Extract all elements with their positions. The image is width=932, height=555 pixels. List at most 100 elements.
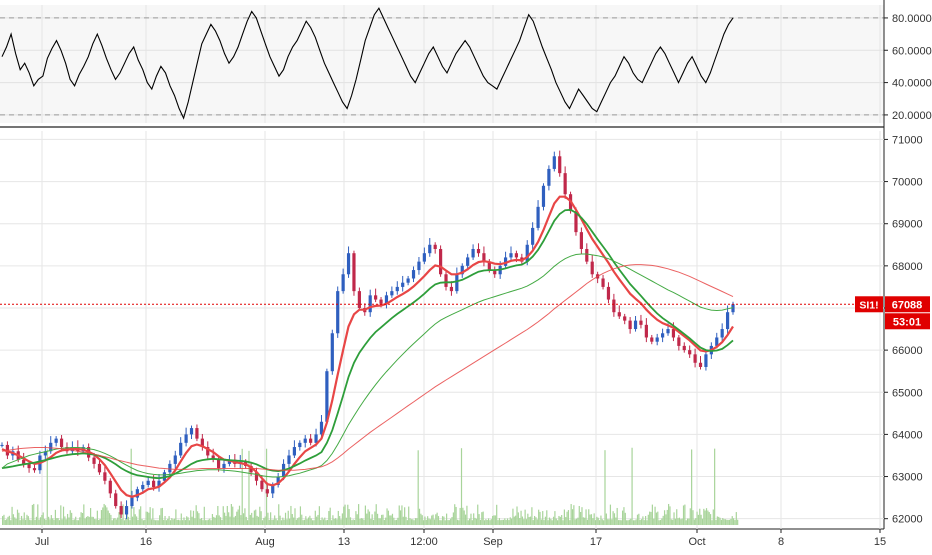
- volume-bar: [390, 515, 392, 525]
- volume-bar: [712, 509, 714, 525]
- volume-bar: [146, 511, 149, 525]
- candle-body: [92, 457, 96, 464]
- volume-bar: [242, 513, 245, 525]
- volume-bar: [719, 517, 721, 525]
- volume-bar: [49, 519, 51, 525]
- volume-bar: [110, 514, 112, 525]
- volume-bar: [524, 509, 526, 525]
- volume-bar: [632, 520, 635, 525]
- volume-bar: [505, 520, 507, 525]
- volume-bar: [444, 520, 446, 525]
- volume-bar: [519, 518, 521, 525]
- candle-body: [509, 253, 513, 258]
- volume-bar: [358, 504, 360, 525]
- volume-bar: [329, 507, 331, 525]
- volume-bar: [122, 504, 124, 525]
- volume-bar: [431, 515, 433, 525]
- candle-body: [422, 253, 426, 262]
- volume-bar: [140, 506, 142, 525]
- volume-bar: [113, 518, 115, 525]
- volume-bar: [205, 520, 207, 525]
- candle-body: [303, 438, 307, 443]
- volume-bar: [192, 510, 195, 525]
- candle-body: [0, 444, 4, 446]
- candle-body: [661, 333, 665, 338]
- x-tick-label: Oct: [688, 536, 705, 548]
- volume-bar: [578, 505, 580, 525]
- volume-bar: [517, 512, 519, 525]
- volume-bar: [219, 517, 222, 525]
- volume-bar: [566, 511, 568, 525]
- candle-body: [97, 463, 102, 473]
- volume-bar: [313, 520, 315, 525]
- volume-bar: [125, 518, 127, 525]
- volume-bar: [608, 519, 610, 525]
- volume-bar: [704, 510, 706, 525]
- volume-bar: [267, 512, 269, 525]
- volume-bar: [543, 520, 545, 525]
- volume-bar: [590, 514, 593, 525]
- volume-bar: [460, 448, 463, 525]
- volume-bar: [521, 516, 524, 525]
- candle-body: [644, 324, 648, 338]
- volume-bar: [586, 519, 588, 525]
- volume-bar: [252, 517, 254, 525]
- volume-bar: [144, 519, 146, 525]
- candle-body: [558, 156, 562, 174]
- volume-bar: [131, 516, 134, 525]
- volume-bar: [682, 505, 685, 525]
- volume-bar: [617, 520, 620, 525]
- volume-bar: [318, 506, 320, 525]
- volume-bar: [464, 514, 467, 525]
- volume-bar: [71, 512, 73, 525]
- volume-bar: [324, 517, 326, 525]
- candle-body: [444, 274, 448, 287]
- volume-bar: [482, 511, 484, 525]
- volume-bar: [366, 513, 368, 525]
- volume-bar: [52, 518, 54, 525]
- volume-bar: [37, 504, 39, 525]
- candle-body: [384, 295, 389, 304]
- volume-bar: [638, 513, 640, 525]
- candle-body: [260, 480, 264, 490]
- volume-bar: [678, 517, 681, 525]
- volume-bar: [111, 520, 113, 525]
- volume-bar: [611, 519, 613, 525]
- volume-bar: [439, 520, 441, 525]
- volume-bar: [337, 510, 339, 525]
- candle-body: [612, 299, 616, 313]
- volume-bar: [142, 520, 144, 525]
- volume-bar: [260, 511, 262, 525]
- volume-bar: [328, 511, 330, 525]
- volume-bar: [705, 508, 708, 525]
- volume-bar: [222, 506, 224, 525]
- volume-bar: [271, 519, 273, 525]
- volume-bar: [381, 514, 383, 525]
- volume-bar: [10, 520, 12, 525]
- volume-bar: [462, 507, 464, 525]
- volume-bar: [539, 511, 541, 525]
- candle-body: [103, 472, 107, 481]
- volume-bar: [485, 519, 487, 525]
- volume-bar: [244, 508, 246, 525]
- volume-bar: [115, 519, 117, 525]
- volume-bar: [275, 518, 277, 525]
- volume-bar: [172, 519, 174, 525]
- volume-bar: [498, 518, 501, 525]
- volume-bar: [412, 519, 414, 525]
- candle-body: [525, 244, 529, 262]
- volume-bar: [75, 516, 77, 525]
- volume-bar: [452, 512, 454, 525]
- candle-body: [27, 463, 31, 469]
- volume-bar: [261, 520, 264, 525]
- volume-bar: [640, 519, 643, 525]
- volume-bar: [623, 507, 625, 525]
- volume-bar: [282, 517, 284, 525]
- volume-bar: [14, 517, 16, 525]
- volume-bar: [265, 448, 268, 525]
- volume-bar: [589, 514, 591, 525]
- oscillator-tick-label: 80.0000: [892, 13, 932, 25]
- volume-bar: [335, 518, 337, 525]
- volume-bar: [469, 518, 471, 525]
